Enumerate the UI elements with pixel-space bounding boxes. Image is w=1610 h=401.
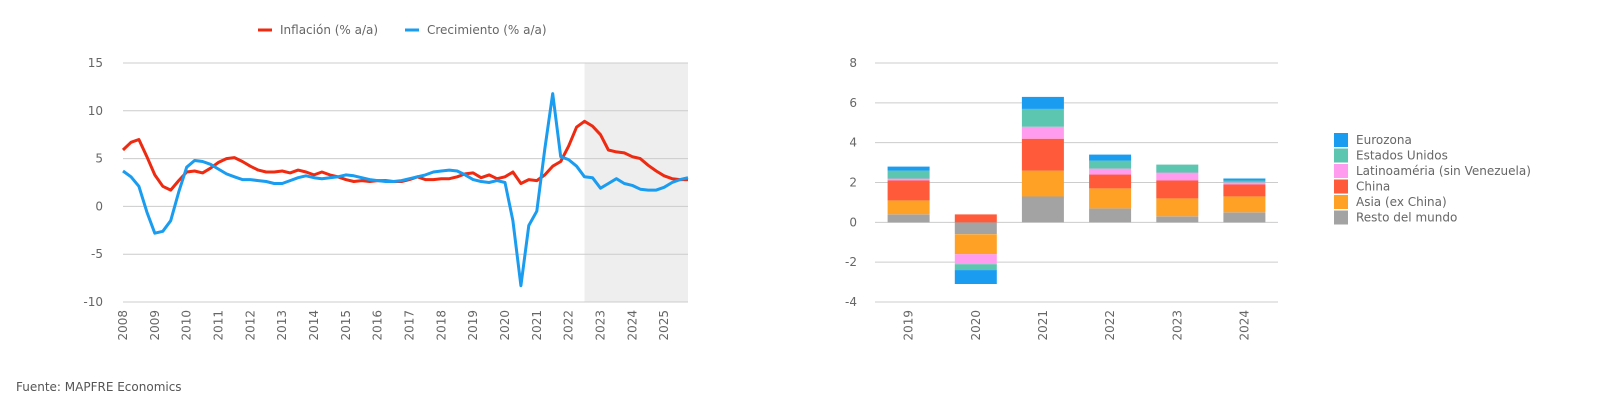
x-tick-label: 2016 [371,310,385,341]
x-tick-label: 2014 [307,310,321,341]
y-tick-label: 6 [849,96,857,110]
x-tick-label: 2009 [148,310,162,341]
bar-segment [1021,126,1064,139]
legend-label: China [1356,180,1390,194]
x-tick-label: 2025 [657,310,671,341]
x-tick-label: 2019 [902,310,916,341]
legend-label: Crecimiento (% a/a) [427,23,547,37]
stacked-bar-chart-contributions: 8 6 4 2 0 -2 -4 2019 2020 2021 2022 2023 2024 Eurozon… [845,56,1531,341]
x-tick-label: 2017 [402,310,416,341]
legend-swatch [1334,133,1348,147]
legend-label: Estados Unidos [1356,149,1448,163]
x-tick-label: 2020 [969,310,983,341]
bar-segment [1089,174,1132,189]
x-tick-label: 2022 [1103,310,1117,341]
x-tick-label: 2008 [116,310,130,341]
bar-segment [1089,154,1132,161]
legend-swatch [1334,179,1348,194]
bar-segment [1089,188,1132,209]
bar-segment [954,234,997,255]
bar-segment [1089,160,1132,169]
bar-segment [1156,172,1199,181]
bar-segment [887,166,930,171]
bar-segment [1089,208,1132,223]
bar-segment [954,270,997,284]
x-tick-label: 2020 [498,310,512,341]
line-chart-inflation-growth: 15 10 5 0 -5 -10 2008 2009 2010 2011 2012 2013 2014 2… [83,23,689,341]
bar-segment [1223,184,1266,197]
bar-segment [887,180,930,201]
bar-segment [1021,108,1064,127]
bar-segment [1089,168,1132,175]
bar-segment [887,178,930,181]
bar-segment [1021,96,1064,109]
x-tick-label: 2023 [593,310,607,341]
bar-segment [1021,170,1064,197]
x-tick-label: 2015 [339,310,353,341]
legend-label: Asia (ex China) [1356,195,1447,209]
bar-segment [887,170,930,179]
y-tick-label: -2 [845,255,857,269]
legend-label: Inflación (% a/a) [280,23,378,37]
bar-segment [1021,196,1064,223]
x-tick-label: 2021 [530,310,544,341]
bar-segment [1156,164,1199,173]
y-tick-label: 10 [88,104,103,118]
x-tick-label: 2023 [1170,310,1184,341]
legend-label: Resto del mundo [1356,211,1457,225]
legend-label: Latinoaméria (sin Venezuela) [1356,164,1531,178]
source-note: Fuente: MAPFRE Economics [16,380,182,394]
bar-segment [954,222,997,235]
y-tick-label: -4 [845,295,857,309]
bar-segment [1156,180,1199,199]
y-tick-label: 15 [88,56,103,70]
bar-segment [1021,138,1064,171]
y-tick-label: -10 [83,295,103,309]
legend-swatch [1334,164,1348,178]
bar-segment [954,214,997,223]
bar-segment [887,200,930,215]
bar-segment [1223,180,1266,183]
bar-segment [954,254,997,265]
x-tick-label: 2018 [434,310,448,341]
y-tick-label: -5 [91,247,103,261]
bar-segment [1223,212,1266,223]
bar-segment [1223,196,1266,213]
x-tick-label: 2024 [625,310,639,341]
series-line-1 [122,92,689,288]
y-tick-label: 4 [849,136,857,150]
bar-segment [1223,182,1266,185]
x-tick-label: 2024 [1237,310,1251,341]
x-tick-label: 2012 [243,310,257,341]
legend-label: Eurozona [1356,133,1412,147]
y-tick-label: 0 [849,215,857,229]
y-tick-label: 5 [95,152,103,166]
y-tick-label: 8 [849,56,857,70]
x-tick-label: 2013 [275,310,289,341]
bar-segment [954,264,997,271]
x-tick-label: 2019 [466,310,480,341]
legend-swatch [1334,210,1348,225]
bar-segment [887,214,930,223]
y-tick-label: 2 [849,176,857,190]
bar-segment [1223,178,1266,181]
y-tick-label: 0 [95,199,103,213]
x-tick-label: 2021 [1036,310,1050,341]
bar-segment [1156,198,1199,217]
x-tick-label: 2011 [211,310,225,341]
bar-segment [1156,216,1199,223]
legend-swatch [1334,195,1348,209]
legend-swatch [1334,148,1348,163]
x-tick-label: 2010 [180,310,194,341]
x-tick-label: 2022 [562,310,576,341]
